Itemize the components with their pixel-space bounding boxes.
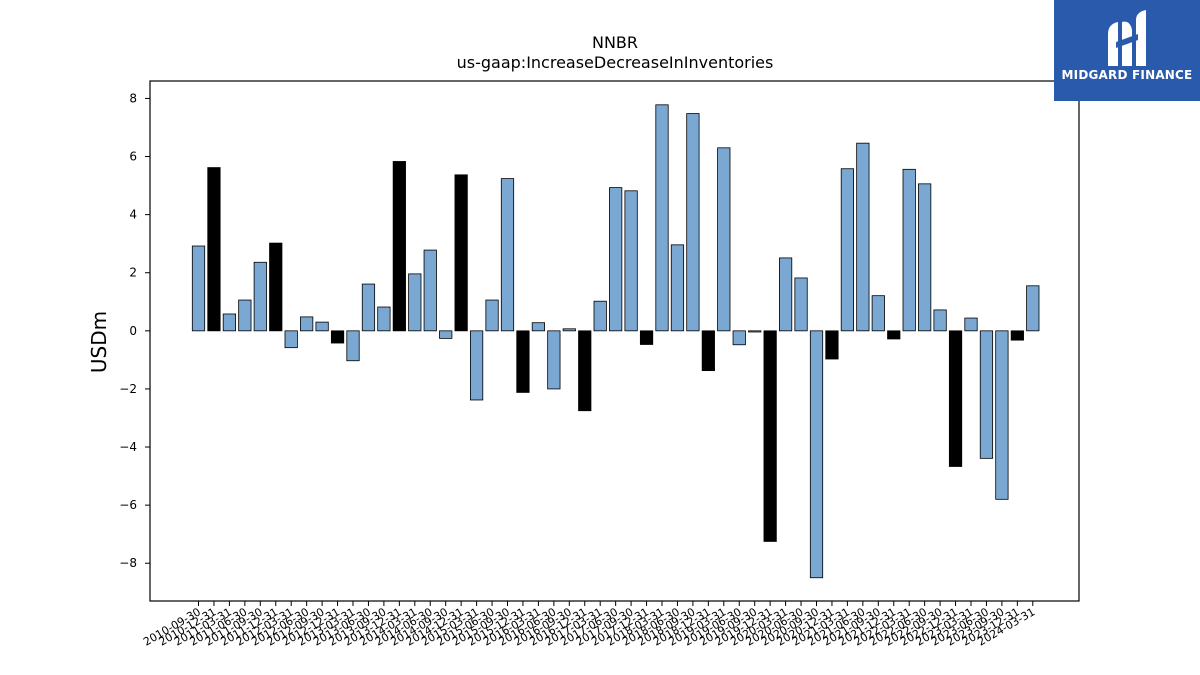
bar-2020-06-30 <box>794 277 808 332</box>
bar-2016-03-31 <box>531 322 546 332</box>
bar-2013-03-31 <box>346 330 360 362</box>
bar-2013-09-30 <box>377 306 391 332</box>
bar-2022-09-30 <box>933 309 947 332</box>
y-tick-label: −2 <box>119 382 137 396</box>
bar-2023-12-31 <box>1010 330 1024 341</box>
bar-2016-06-30 <box>547 330 561 390</box>
y-tick-label: −6 <box>119 498 137 512</box>
bar-2017-09-30 <box>624 190 638 332</box>
bar-2020-12-31 <box>825 330 839 360</box>
bar-2013-06-30 <box>361 283 376 332</box>
bar-2012-06-30 <box>300 316 314 332</box>
bar-2015-03-31 <box>469 330 484 401</box>
bar-2018-03-31 <box>655 104 669 332</box>
bar-2017-12-31 <box>639 330 654 345</box>
bar-2021-03-31 <box>840 168 855 332</box>
bar-2020-09-30 <box>809 330 824 579</box>
plot-frame <box>149 80 1080 602</box>
bar-2014-03-31 <box>408 273 422 332</box>
bar-2022-03-31 <box>902 168 916 332</box>
bar-2015-06-30 <box>485 299 499 332</box>
bar-2018-09-30 <box>686 113 700 332</box>
bar-2011-03-31 <box>222 313 236 332</box>
y-tick-label: −4 <box>119 440 137 454</box>
midgard-logo-icon <box>1108 10 1146 66</box>
bar-2019-06-30 <box>732 330 746 346</box>
bar-2011-09-30 <box>253 261 267 332</box>
bar-2013-12-31 <box>392 161 406 332</box>
bar-2017-06-30 <box>609 187 623 332</box>
y-tick-label: 6 <box>129 150 137 164</box>
bar-2022-06-30 <box>918 183 932 332</box>
bar-2017-03-31 <box>593 300 607 332</box>
bar-2019-09-30 <box>748 330 762 333</box>
y-ticks-group: −8 −6 −4 −2 0 2 4 6 8 <box>119 91 150 570</box>
bar-2010-12-31 <box>207 167 221 332</box>
bar-2014-09-30 <box>439 330 453 339</box>
bar-2021-12-31 <box>887 330 901 340</box>
bar-2019-03-31 <box>717 147 731 332</box>
bar-2016-12-31 <box>578 330 592 412</box>
bar-2018-06-30 <box>670 244 685 332</box>
y-tick-label: −8 <box>119 556 137 570</box>
bar-2016-09-30 <box>562 328 576 332</box>
bar-2023-03-31 <box>964 317 978 332</box>
brand-logo: MIDGARD FINANCE <box>1054 0 1200 101</box>
y-tick-label: 8 <box>129 91 137 105</box>
bar-2012-12-31 <box>330 330 345 344</box>
brand-name: MIDGARD FINANCE <box>1061 68 1193 82</box>
bar-2014-06-30 <box>423 249 437 332</box>
bar-2012-09-30 <box>315 321 329 332</box>
bar-2015-12-31 <box>516 330 530 393</box>
bar-2022-12-31 <box>948 330 963 467</box>
bar-2010-09-30 <box>191 245 206 332</box>
y-tick-label: 4 <box>129 208 137 222</box>
y-tick-label: 0 <box>129 324 137 338</box>
bar-2020-03-31 <box>779 257 793 332</box>
bar-2019-12-31 <box>763 330 777 542</box>
bar-2023-09-30 <box>995 330 1009 500</box>
bar-2014-12-31 <box>454 174 468 332</box>
bar-2023-06-30 <box>979 330 994 459</box>
chart-subtitle: us-gaap:IncreaseDecreaseInInventories <box>457 53 774 72</box>
y-tick-label: 2 <box>129 266 137 280</box>
y-axis-label: USDm <box>87 311 111 373</box>
x-ticks-group: 2010-09-302010-12-312011-03-312011-06-30… <box>141 601 1037 649</box>
bar-2018-12-31 <box>701 330 715 372</box>
bar-2015-09-30 <box>500 178 515 332</box>
bars-group <box>191 104 1040 579</box>
bar-2012-03-31 <box>284 330 298 349</box>
bar-2021-09-30 <box>871 295 885 332</box>
bar-2024-03-31 <box>1026 285 1040 332</box>
bar-2021-06-30 <box>856 142 870 332</box>
bar-2011-06-30 <box>238 299 252 332</box>
chart-title: NNBR <box>592 33 638 52</box>
bar-2011-12-31 <box>269 242 283 332</box>
